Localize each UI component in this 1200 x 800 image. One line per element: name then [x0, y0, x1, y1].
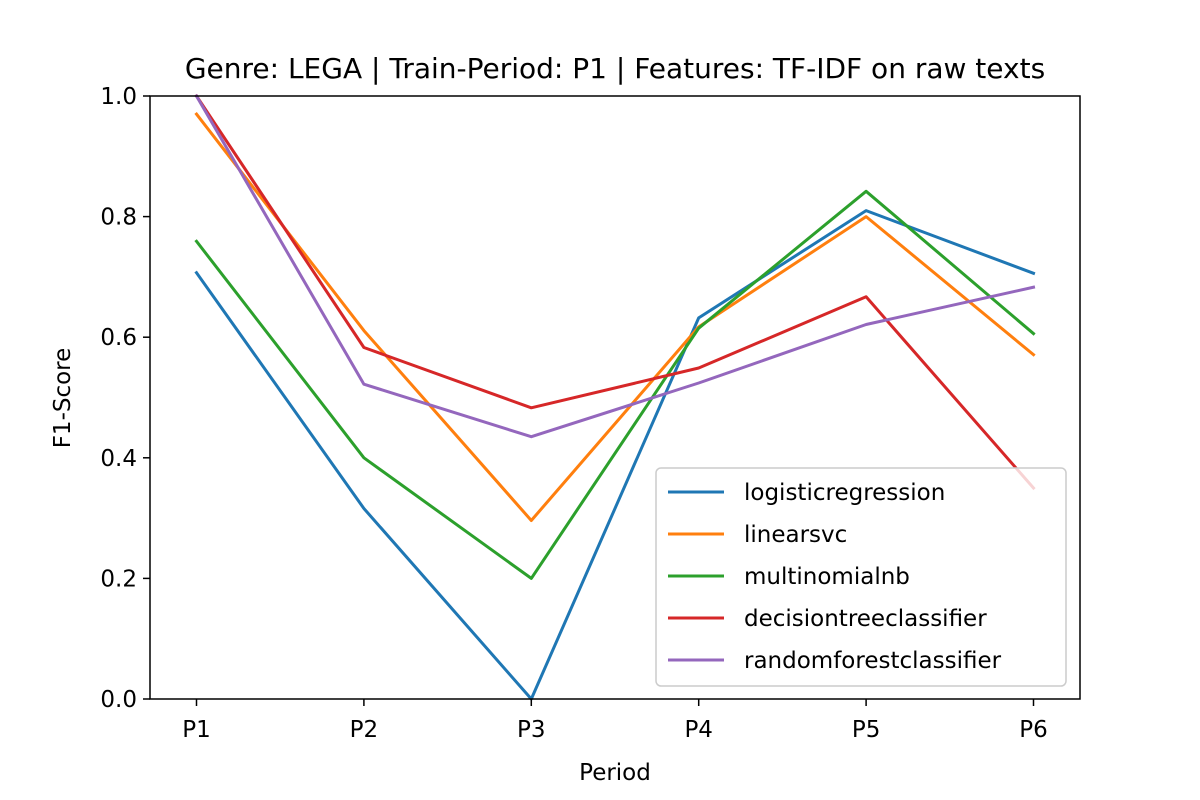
y-tick-label: 1.0	[100, 84, 137, 110]
legend-label-logisticregression: logisticregression	[744, 480, 945, 506]
legend-box	[655, 467, 1067, 687]
y-tick-label: 0.6	[100, 325, 137, 351]
y-tick-label: 0.2	[100, 566, 137, 592]
legend-label-randomforestclassifier: randomforestclassifier	[744, 648, 1002, 674]
legend-label-decisiontreeclassifier: decisiontreeclassifier	[744, 606, 987, 632]
series-line-multinomialnb	[194, 189, 1036, 580]
legend: logisticregression linearsvc multinomialnb…	[655, 467, 1067, 687]
series-line-decisiontreeclassifier	[194, 93, 1036, 491]
y-tick-label: 0.4	[100, 446, 137, 472]
series-line-linearsvc	[194, 111, 1036, 522]
x-tick-label: P5	[852, 717, 881, 743]
chart-title: Genre: LEGA | Train-Period: P1 | Feature…	[185, 52, 1045, 85]
x-axis-label: Period	[579, 760, 651, 786]
legend-label-linearsvc: linearsvc	[744, 522, 847, 548]
y-tick-label: 0.8	[100, 205, 137, 231]
series-line-logisticregression	[194, 209, 1036, 701]
axes-frame	[149, 95, 1081, 700]
x-tick-label: P3	[517, 717, 546, 743]
x-tick-label: P2	[350, 717, 379, 743]
x-tick-label: P1	[182, 717, 211, 743]
legend-label-multinomialnb: multinomialnb	[744, 564, 910, 590]
plot-area: P1 P2 P3 P4 P5 P6 0.0 0.2 0.4 0.6 0.8 1.0	[100, 84, 1081, 743]
series-line-randomforestclassifier	[194, 93, 1036, 439]
y-axis-label: F1-Score	[50, 348, 76, 449]
x-tick-label: P4	[684, 717, 713, 743]
y-tick-label: 0.0	[100, 687, 137, 713]
x-tick-label: P6	[1019, 717, 1048, 743]
